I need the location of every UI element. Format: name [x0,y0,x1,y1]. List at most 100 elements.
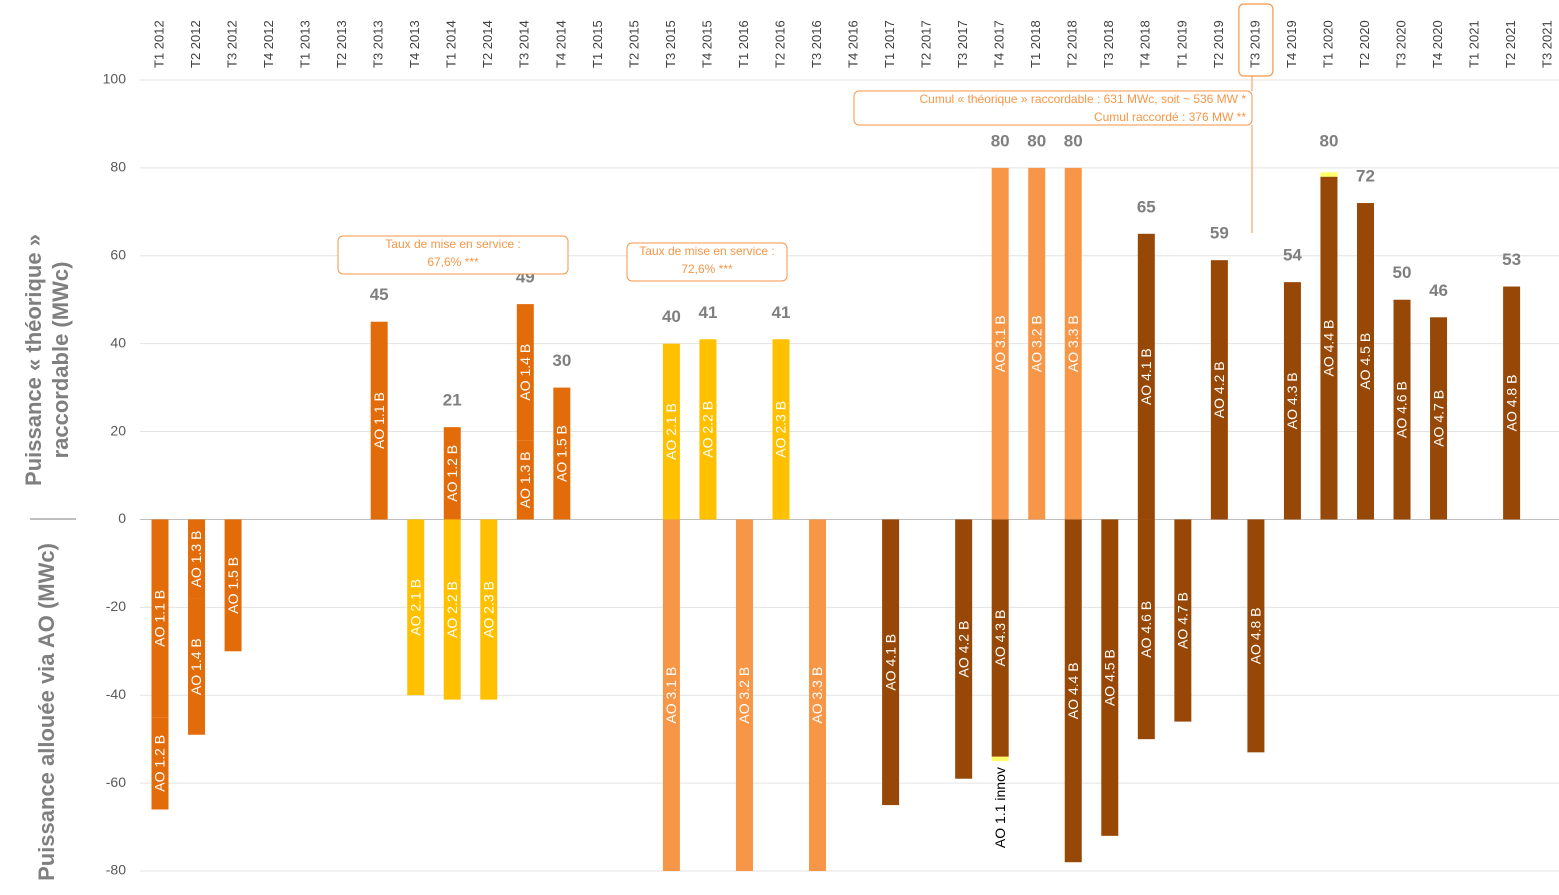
bar-segment [991,167,1009,520]
x-tick-label: T4 2017 [992,20,1007,68]
y-tick-label: 40 [110,334,126,350]
annotation-text: 67,6% *** [427,255,479,269]
segment-label: AO 1.5 B [554,425,570,482]
segment-label: AO 2.3 B [773,401,789,458]
segment-label: AO 3.1 B [992,315,1008,372]
bar-segment [1174,519,1192,722]
bar-segment [809,519,827,871]
x-tick-label: T3 2021 [1540,20,1555,68]
total-label: 80 [1319,131,1338,150]
x-tick-label: T3 2014 [517,20,532,68]
segment-label: AO 1.1 B [371,392,387,449]
x-tick-label: T3 2012 [224,20,239,68]
segment-label: AO 4.3 B [992,610,1008,667]
x-tick-label: T4 2016 [846,20,861,68]
segment-label: AO 2.2 B [444,581,460,638]
x-tick-label: T2 2013 [334,20,349,68]
x-tick-label: T4 2014 [553,20,568,68]
total-label: 80 [1064,131,1083,150]
segment-label: AO 1.1 B [152,590,168,647]
annotation-box [626,242,788,282]
annotation-text: Cumul raccordé : 376 MW ** [1094,110,1246,124]
annotation-box [337,235,569,275]
bar-segment [1101,519,1119,836]
bar-segment [1137,519,1155,740]
x-tick-label: T1 2014 [444,20,459,68]
x-tick-label: T2 2018 [1065,20,1080,68]
y-tick-label: 20 [110,422,126,438]
bar-segment [991,756,1009,762]
segment-label: AO 4.7 B [1430,390,1446,447]
segment-label: AO 1.4 B [517,344,533,401]
x-tick-label: T1 2021 [1467,20,1482,68]
bar-segment [370,321,388,520]
highlight-box [1238,3,1274,77]
x-tick-label: T2 2021 [1503,20,1518,68]
segment-label: AO 2.2 B [700,401,716,458]
segment-label: AO 4.7 B [1175,592,1191,649]
bar-segment [224,519,242,652]
y-title-upper: Puissance « théorique » raccordable (MWc… [21,234,73,486]
bar-segment [443,519,461,700]
x-tick-label: T3 2020 [1393,20,1408,68]
bar-segment [516,440,534,520]
x-tick-label: T3 2016 [809,20,824,68]
segment-label: AO 4.1 B [882,634,898,691]
x-tick-label: T2 2019 [1211,20,1226,68]
segment-label: AO 4.6 B [1138,601,1154,658]
total-label: 53 [1502,250,1521,269]
segment-label: AO 4.6 B [1394,381,1410,438]
total-label: 80 [1027,131,1046,150]
segment-label: AO 3.2 B [1028,315,1044,372]
bar-segment [772,339,790,520]
annotation-box [853,90,1253,126]
x-tick-label: T1 2019 [1174,20,1189,68]
bar-segment [188,598,206,735]
segment-label: AO 2.3 B [480,581,496,638]
total-label: 30 [552,351,571,370]
total-label: 46 [1429,281,1448,300]
bar-segment [1247,519,1265,753]
bar-segment [151,519,169,718]
bar-segment [1064,519,1082,863]
x-tick-label: T3 2013 [371,20,386,68]
segment-label: AO 3.3 B [809,667,825,724]
bar-segment [188,519,206,599]
total-label: 80 [991,131,1010,150]
bar-segment [1503,286,1521,520]
bar-segment [151,717,169,810]
annotation-text: 72,6% *** [681,262,733,276]
annotation-text: Cumul « théorique » raccordable : 631 MW… [920,92,1247,106]
segment-label: AO 1.4 B [188,638,204,695]
bar-segment [1028,167,1046,520]
x-tick-label: T3 2017 [955,20,970,68]
x-tick-label: T1 2017 [882,20,897,68]
bar-segment [516,304,534,441]
x-tick-label: T4 2019 [1284,20,1299,68]
y-title-line: raccordable (MWc) [48,262,73,459]
x-tick-label: T2 2020 [1357,20,1372,68]
x-tick-label: T4 2015 [699,20,714,68]
segment-label: AO 1.2 B [152,735,168,792]
segment-label: AO 4.2 B [955,621,971,678]
x-tick-label: T3 2015 [663,20,678,68]
y-tick-label: -60 [106,774,126,790]
bar-segment [735,519,753,871]
total-label: 41 [698,303,717,322]
bar-segment [1210,260,1228,520]
segment-label: AO 4.5 B [1101,649,1117,706]
segment-label: AO 1.2 B [444,445,460,502]
y-tick-label: -80 [106,862,126,878]
segment-label: AO 3.2 B [736,667,752,724]
bar-segment [662,343,680,520]
bar-segment [1137,233,1155,520]
y-tick-label: 80 [110,159,126,175]
segment-label: AO 4.5 B [1357,333,1373,390]
bar-segment [1430,317,1448,520]
x-tick-label: T1 2018 [1028,20,1043,68]
x-tick-label: T4 2013 [407,20,422,68]
segment-label: AO 1.3 B [517,451,533,508]
total-label: 50 [1393,263,1412,282]
segment-label: AO 1.5 B [225,557,241,614]
